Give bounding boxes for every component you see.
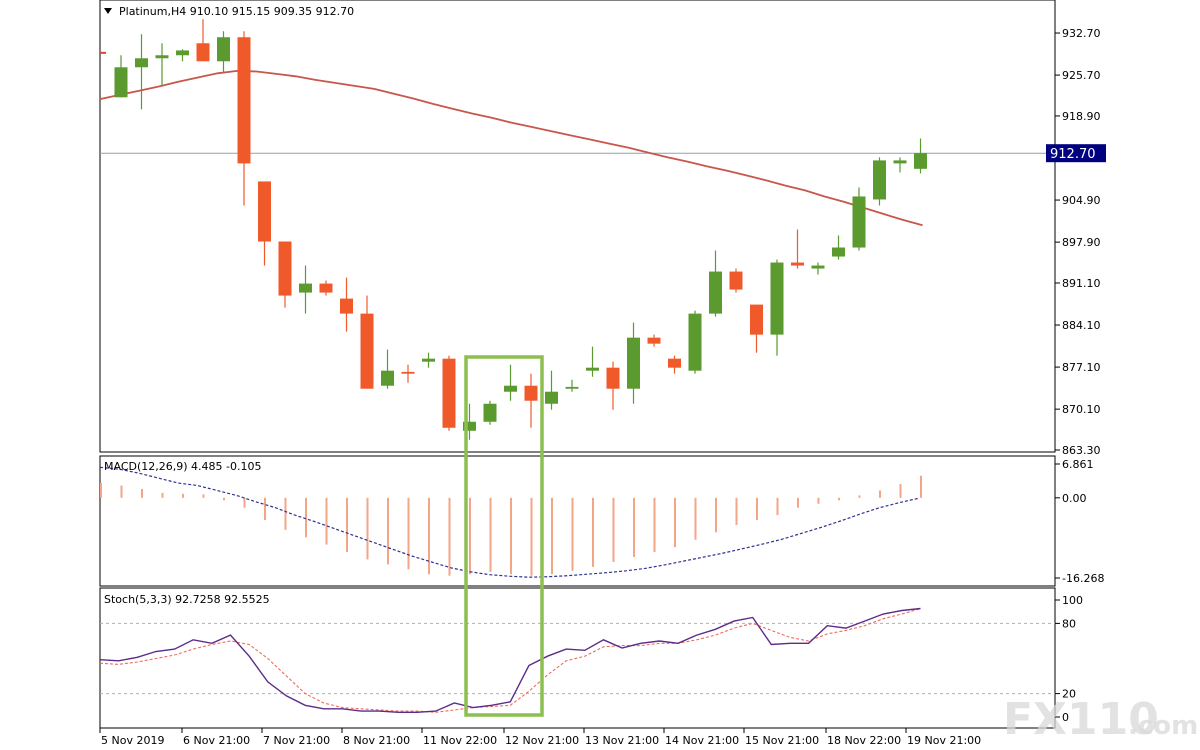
time-axis: 5 Nov 2019 6 Nov 21:00 7 Nov 21:00 8 Nov 21… <box>99 728 981 747</box>
stoch-main-line <box>99 607 921 713</box>
price-tick-label: 863.30 <box>1062 444 1101 457</box>
candle-body <box>401 371 415 374</box>
candle-body <box>565 386 579 389</box>
price-panel-frame <box>99 0 1056 453</box>
macd-signal-line <box>99 466 919 578</box>
watermark-suffix: .com <box>1128 711 1198 741</box>
candle-body <box>668 358 681 368</box>
symbol-dropdown-icon[interactable] <box>104 8 112 14</box>
stoch-panel-frame <box>99 587 1056 729</box>
candle-body <box>852 196 866 248</box>
candle-body <box>627 337 640 389</box>
candle-body <box>340 298 353 314</box>
candle-body <box>545 391 558 404</box>
candle-body <box>914 153 927 169</box>
candle-body <box>442 358 456 428</box>
price-tick-label: 918.90 <box>1062 110 1101 123</box>
time-tick-label: 8 Nov 21:00 <box>343 734 410 747</box>
price-tick-label: 870.10 <box>1062 403 1101 416</box>
price-tick-label: 932.70 <box>1062 27 1101 40</box>
candle-body <box>524 385 538 401</box>
time-tick-label: 19 Nov 21:00 <box>907 734 981 747</box>
price-tick-label: 925.70 <box>1062 69 1101 82</box>
candle-body <box>114 67 128 98</box>
candle-body <box>319 283 333 293</box>
stoch-tick-label: 80 <box>1062 617 1076 630</box>
time-tick-label: 18 Nov 22:00 <box>827 734 901 747</box>
candle-body <box>299 283 312 293</box>
candles-layer <box>114 19 927 440</box>
macd-tick-label: 6.861 <box>1062 458 1094 471</box>
stoch-layer <box>99 607 1055 713</box>
time-tick-label: 14 Nov 21:00 <box>665 734 739 747</box>
price-tick-label: 904.90 <box>1062 194 1101 207</box>
time-tick-label: 7 Nov 21:00 <box>263 734 330 747</box>
moving-average-layer <box>99 51 923 227</box>
candle-body <box>647 337 661 344</box>
candle-body <box>176 50 189 56</box>
candle-body <box>360 313 374 389</box>
macd-panel-frame <box>99 455 1056 587</box>
candle-body <box>483 403 497 422</box>
stoch-signal-line <box>99 608 921 713</box>
candle-body <box>688 313 702 371</box>
candle-body <box>237 37 251 164</box>
candle-body <box>709 271 722 314</box>
candle-body <box>217 37 230 62</box>
time-tick-label: 5 Nov 2019 <box>101 734 164 747</box>
candle-body <box>586 367 599 371</box>
candle-body <box>811 265 825 269</box>
stoch-title: Stoch(5,3,3) 92.7258 92.5525 <box>104 593 270 606</box>
macd-title: MACD(12,26,9) 4.485 -0.105 <box>104 460 262 473</box>
time-tick-label: 12 Nov 21:00 <box>505 734 579 747</box>
price-axis: 932.70 925.70 918.90 904.90 897.90 891.10 884.… <box>1046 27 1106 457</box>
current-price-badge <box>1046 144 1106 163</box>
candle-body <box>196 43 210 62</box>
macd-axis: 6.861 0.00 -16.268 <box>1055 458 1104 585</box>
stoch-tick-label: 20 <box>1062 688 1076 701</box>
watermark-logo: FX110 <box>1003 694 1159 745</box>
time-tick-label: 6 Nov 21:00 <box>183 734 250 747</box>
current-price-label: 912.70 <box>1050 147 1096 162</box>
price-tick-label: 897.90 <box>1062 236 1101 249</box>
macd-tick-label: 0.00 <box>1062 492 1087 505</box>
symbol-title: Platinum,H4 910.10 915.15 909.35 912.70 <box>119 5 354 18</box>
candle-body <box>750 304 763 335</box>
candle-body <box>729 271 743 290</box>
stoch-tick-label: 0 <box>1062 711 1069 724</box>
candle-body <box>381 370 394 386</box>
stoch-tick-label: 100 <box>1062 594 1083 607</box>
price-tick-label: 884.10 <box>1062 319 1101 332</box>
moving-average-line <box>99 69 923 227</box>
candle-body <box>832 247 845 257</box>
macd-tick-label: -16.268 <box>1062 572 1104 585</box>
candle-body <box>155 55 169 59</box>
price-tick-label: 877.10 <box>1062 361 1101 374</box>
candle-body <box>893 160 907 164</box>
time-tick-label: 15 Nov 21:00 <box>745 734 819 747</box>
candle-body <box>422 358 435 362</box>
candle-body <box>791 262 804 266</box>
candle-body <box>504 385 517 392</box>
candle-body <box>606 367 620 389</box>
candle-body <box>135 58 148 68</box>
highlight-box <box>464 355 544 717</box>
candle-body <box>258 181 271 242</box>
stoch-axis: 100 80 20 0 <box>1055 594 1083 724</box>
time-tick-label: 13 Nov 21:00 <box>585 734 659 747</box>
candle-body <box>770 262 784 335</box>
candle-body <box>463 421 476 431</box>
candle-body <box>873 160 886 200</box>
candle-body <box>278 241 292 296</box>
time-tick-label: 11 Nov 22:00 <box>423 734 497 747</box>
price-tick-label: 891.10 <box>1062 277 1101 290</box>
macd-layer <box>99 466 922 578</box>
